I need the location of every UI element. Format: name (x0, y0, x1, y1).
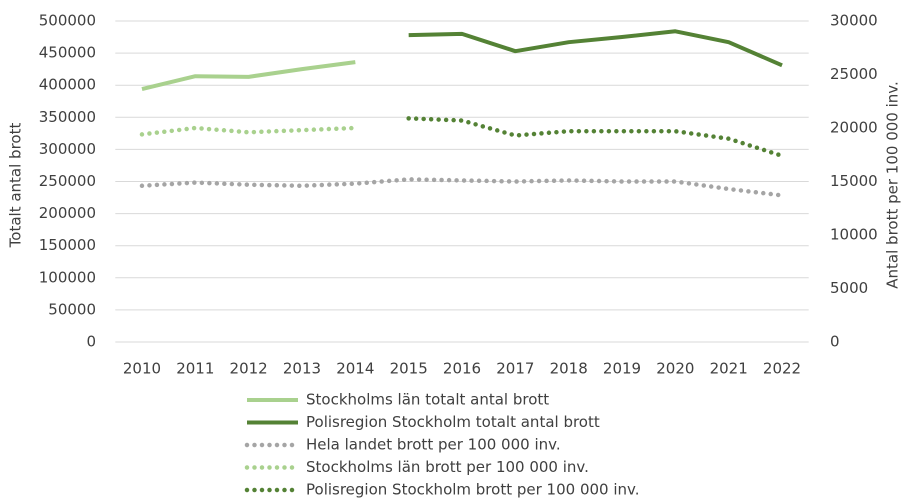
y-tick-label: 250000 (39, 172, 96, 190)
y2-tick-label: 25000 (830, 65, 878, 83)
y-tick-label: 300000 (39, 140, 96, 158)
y-tick-label: 500000 (39, 12, 96, 30)
series-line (141, 60, 356, 91)
y2-tick-label: 10000 (830, 226, 878, 244)
series-line (139, 177, 785, 198)
series-line (139, 125, 358, 137)
y-tick-label: 0 (86, 333, 96, 351)
y-tick-label: 100000 (39, 268, 96, 286)
x-tick-label: 2016 (443, 360, 481, 378)
y-tick-label: 200000 (39, 204, 96, 222)
x-tick-label: 2017 (496, 360, 534, 378)
x-tick-label: 2012 (230, 360, 268, 378)
legend-label: Polisregion Stockholm brott per 100 000 … (306, 481, 640, 499)
y-tick-label: 450000 (39, 44, 96, 62)
y2-tick-label: 30000 (830, 12, 878, 30)
y-tick-label: 150000 (39, 236, 96, 254)
y2-axis-title: Antal brott per 100 000 inv. (884, 81, 902, 288)
x-tick-label: 2013 (283, 360, 321, 378)
y-axis-title: Totalt antal brott (7, 123, 25, 249)
x-tick-label: 2011 (176, 360, 214, 378)
x-tick-label: 2022 (763, 360, 801, 378)
y2-tick-label: 20000 (830, 119, 878, 137)
x-tick-label: 2019 (603, 360, 641, 378)
x-tick-label: 2015 (390, 360, 428, 378)
x-tick-label: 2014 (336, 360, 374, 378)
y-tick-label: 400000 (39, 76, 96, 94)
legend-label: Stockholms län brott per 100 000 inv. (306, 458, 589, 476)
series-line (406, 116, 785, 159)
x-tick-label: 2020 (656, 360, 694, 378)
legend-label: Polisregion Stockholm totalt antal brott (306, 413, 600, 431)
y-tick-label: 350000 (39, 108, 96, 126)
y2-tick-label: 15000 (830, 172, 878, 190)
legend-label: Hela landet brott per 100 000 inv. (306, 436, 561, 454)
y-tick-label: 50000 (48, 300, 96, 318)
x-tick-label: 2018 (550, 360, 588, 378)
x-tick-label: 2021 (710, 360, 748, 378)
y2-tick-label: 5000 (830, 279, 868, 297)
legend-label: Stockholms län totalt antal brott (306, 391, 549, 409)
y2-tick-label: 0 (830, 333, 840, 351)
x-tick-label: 2010 (123, 360, 161, 378)
series-line (408, 29, 783, 68)
